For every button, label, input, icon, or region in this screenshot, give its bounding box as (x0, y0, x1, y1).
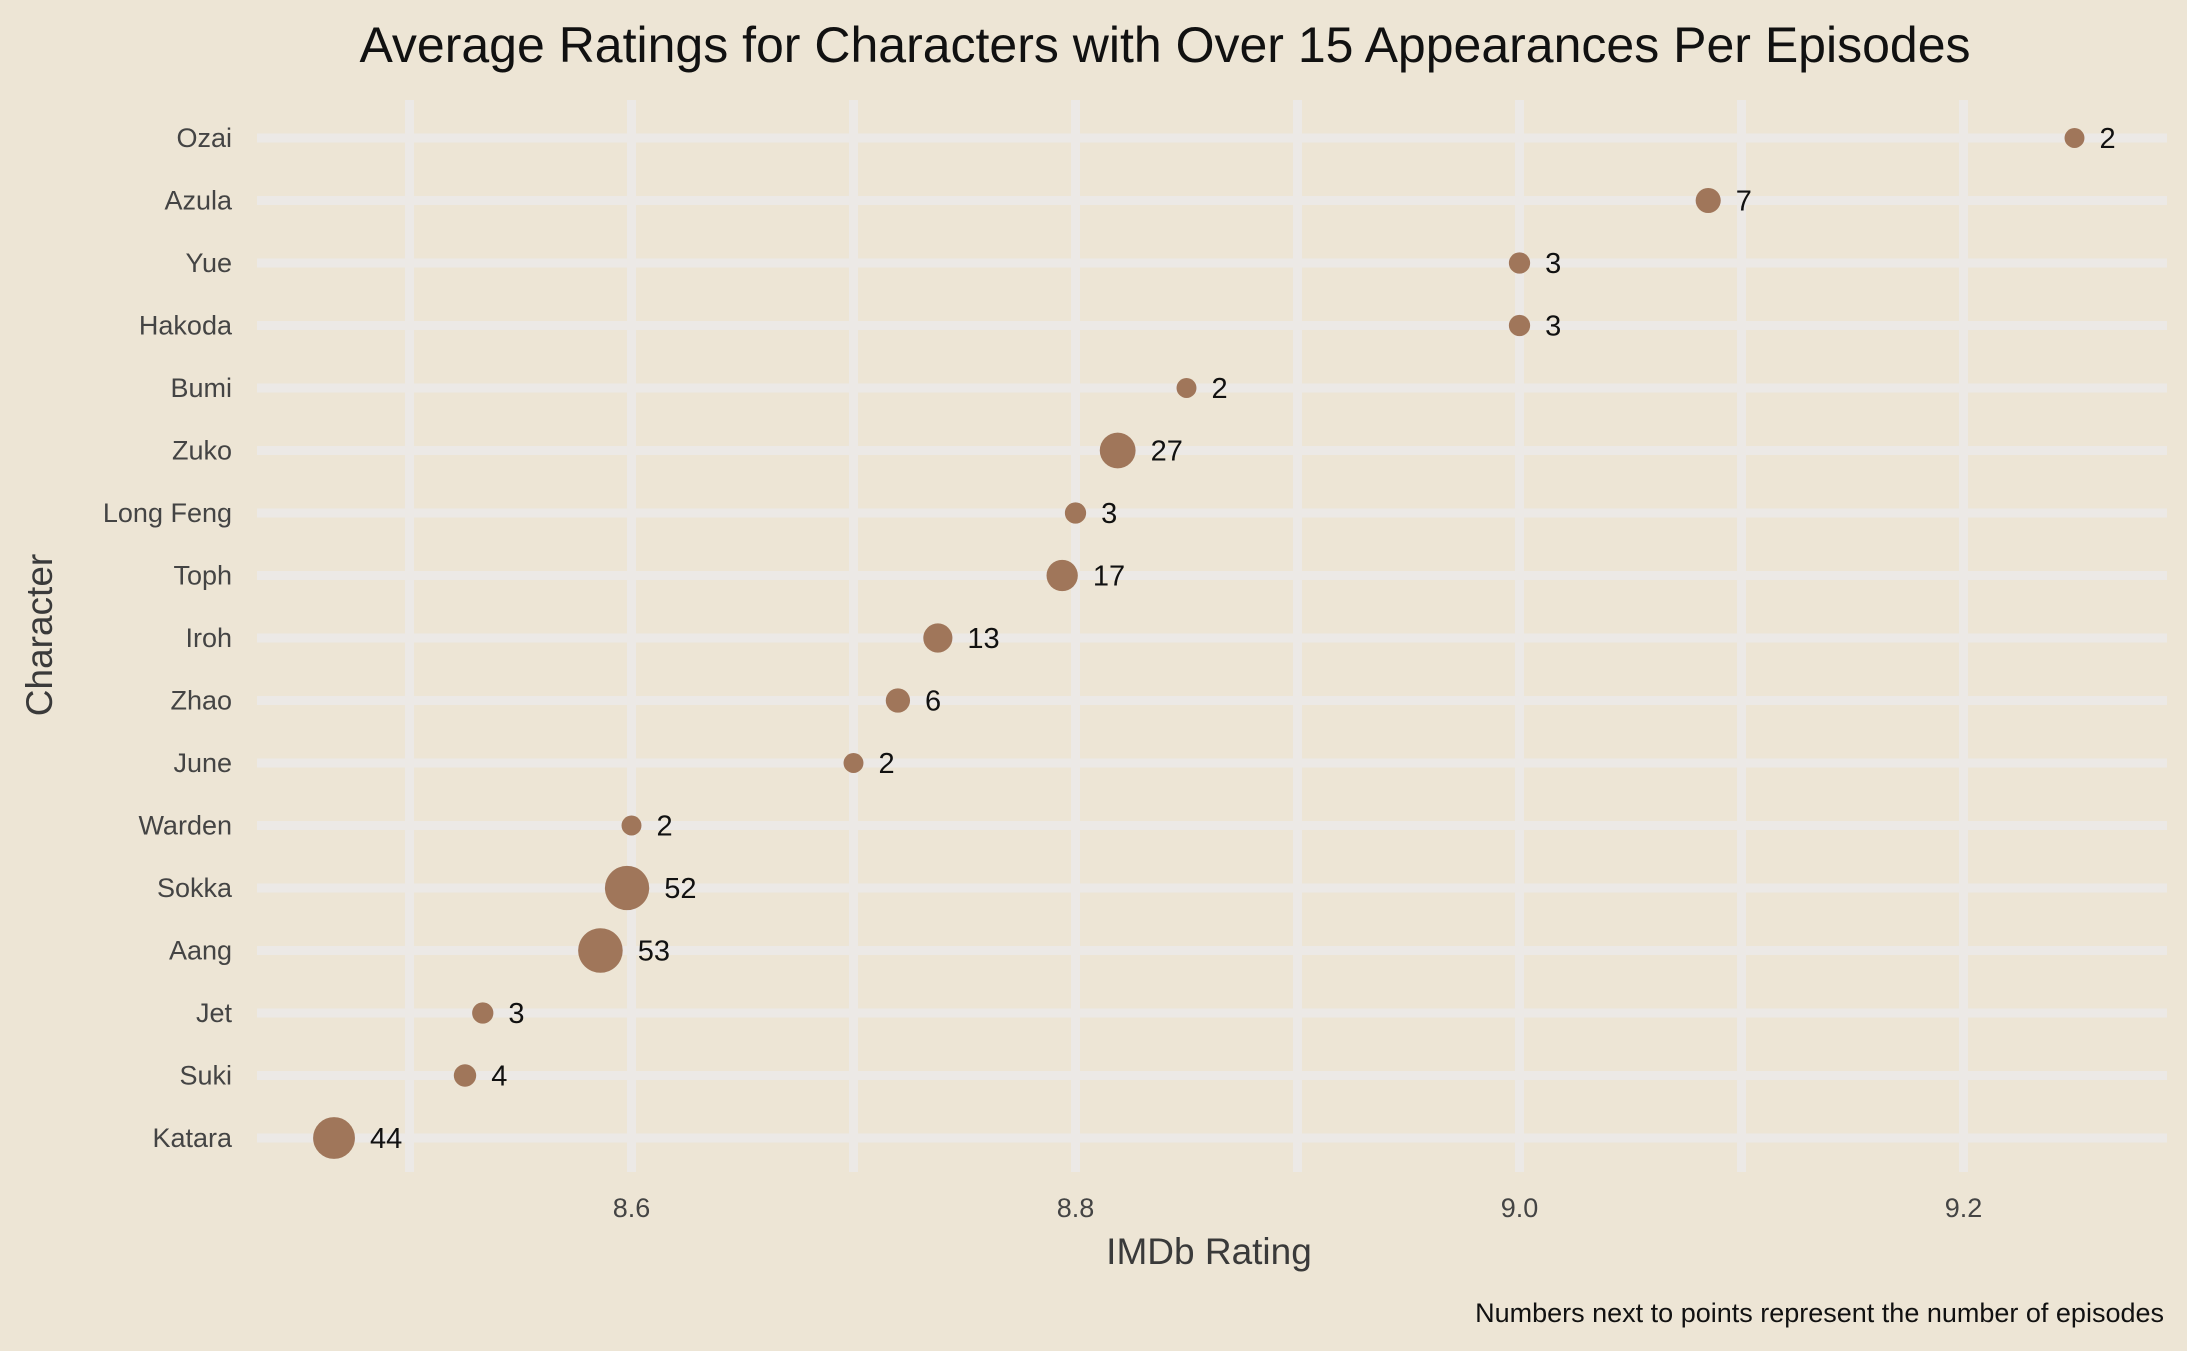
point-yue (1508, 252, 1531, 274)
x-tick-label-3: 9.2 (1945, 1193, 1983, 1223)
point-zhao (885, 688, 911, 713)
y-tick-label-iroh: Iroh (185, 623, 232, 653)
y-tick-label-warden: Warden (138, 811, 232, 841)
y-tick-label-long-feng: Long Feng (103, 498, 232, 528)
y-tick-label-azula: Azula (164, 186, 233, 216)
y-tick-label-zuko: Zuko (172, 436, 232, 466)
point-sokka (604, 865, 650, 911)
y-tick-label-hakoda: Hakoda (139, 311, 233, 341)
y-tick-label-toph: Toph (173, 561, 232, 591)
y-tick-label-yue: Yue (185, 248, 232, 278)
episode-label-zhao: 6 (925, 686, 941, 718)
point-warden (621, 815, 642, 836)
episode-label-jet: 3 (508, 998, 524, 1030)
episode-label-suki: 4 (491, 1061, 507, 1093)
y-tick-label-sokka: Sokka (157, 873, 233, 903)
y-tick-label-aang: Aang (169, 936, 232, 966)
episode-label-yue: 3 (1545, 248, 1561, 280)
point-jet (472, 1002, 494, 1024)
point-suki (453, 1064, 477, 1087)
point-zuko (1099, 432, 1136, 469)
major-gridlines (257, 133, 2167, 1143)
x-axis-title: IMDb Rating (1106, 1231, 1312, 1272)
data-points (313, 128, 2085, 1159)
x-tick-label-2: 9.0 (1501, 1193, 1539, 1223)
y-tick-label-katara: Katara (152, 1123, 233, 1153)
episode-label-zuko: 27 (1151, 436, 1183, 468)
episode-label-ozai: 2 (2099, 123, 2115, 155)
episode-label-long-feng: 3 (1101, 498, 1117, 530)
y-tick-label-suki: Suki (179, 1061, 232, 1091)
point-ozai (2064, 128, 2085, 148)
chart-title: Average Ratings for Characters with Over… (359, 17, 1970, 73)
y-tick-label-zhao: Zhao (170, 686, 232, 716)
chart-caption: Numbers next to points represent the num… (1475, 1298, 2164, 1328)
episode-label-toph: 17 (1093, 561, 1125, 593)
x-tick-label-0: 8.6 (613, 1193, 651, 1223)
point-katara (313, 1117, 355, 1159)
x-tick-label-1: 8.8 (1057, 1193, 1095, 1223)
x-axis-tick-labels: 8.6 8.8 9.0 9.2 (613, 1193, 1983, 1223)
y-tick-label-jet: Jet (196, 998, 233, 1028)
episode-label-warden: 2 (656, 811, 672, 843)
episode-label-aang: 53 (638, 936, 670, 968)
episode-label-iroh: 13 (967, 623, 999, 655)
y-axis-tick-labels: Ozai Azula Yue Hakoda Bumi Zuko Long Feng Toph I… (103, 123, 233, 1153)
y-tick-label-ozai: Ozai (176, 123, 232, 153)
point-toph (1046, 559, 1078, 592)
point-long-feng (1064, 502, 1087, 524)
episode-label-sokka: 52 (664, 873, 696, 905)
episode-label-hakoda: 3 (1545, 311, 1561, 343)
point-azula (1695, 187, 1721, 214)
episode-label-katara: 44 (370, 1123, 402, 1155)
episode-label-june: 2 (878, 748, 894, 780)
episode-label-azula: 7 (1736, 186, 1752, 218)
y-axis-title: Character (19, 554, 60, 716)
point-bumi (1176, 378, 1197, 398)
y-tick-label-june: June (173, 748, 232, 778)
point-iroh (923, 623, 953, 653)
point-hakoda (1508, 314, 1531, 337)
episode-label-bumi: 2 (1211, 373, 1227, 405)
point-aang (578, 928, 623, 973)
y-tick-label-bumi: Bumi (170, 373, 232, 403)
point-june (843, 753, 864, 773)
